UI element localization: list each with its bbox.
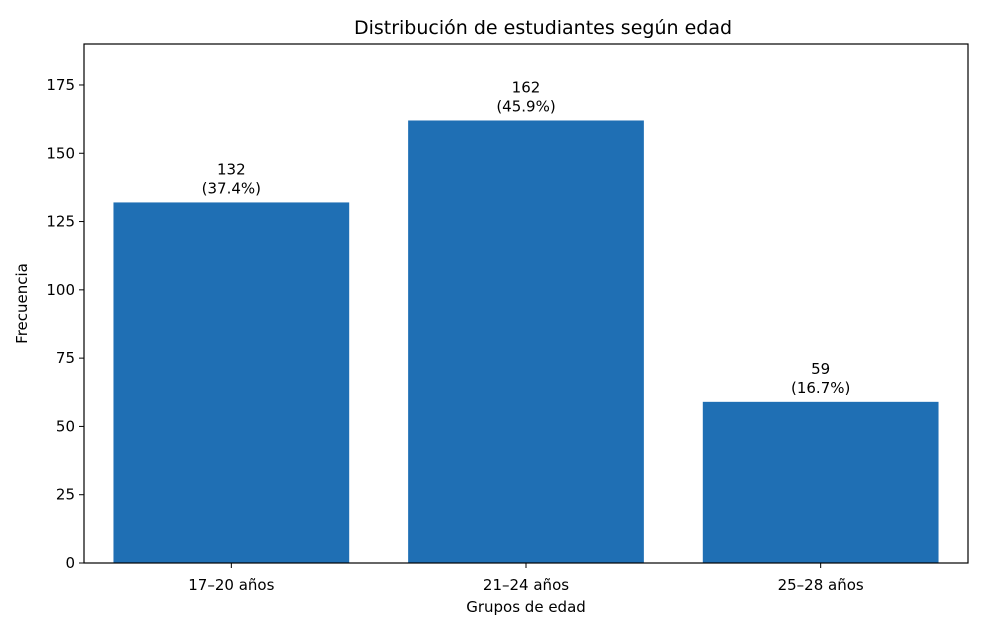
x-axis-label: Grupos de edad [466,598,586,616]
y-tick-label: 50 [56,417,75,435]
x-tick-label: 25–28 años [778,576,864,594]
bar-percent-label: (37.4%) [202,179,261,197]
y-axis-label: Frecuencia [13,263,31,344]
x-tick-label: 17–20 años [188,576,274,594]
y-tick-label: 25 [56,486,75,504]
bar-value-label: 59 [811,360,830,378]
y-tick-label: 75 [56,349,75,367]
y-tick-label: 100 [46,281,75,299]
bar-value-label: 132 [217,160,246,178]
bar-value-label: 162 [512,78,541,96]
bar-3 [702,401,939,563]
x-axis: 17–20 años 21–24 años 25–28 años [188,563,864,594]
y-tick-label: 175 [46,76,75,94]
bar-1 [113,202,350,563]
plot-frame [83,43,969,564]
bar-percent-label: (45.9%) [496,97,555,115]
y-tick-label: 125 [46,213,75,231]
y-tick-label: 150 [46,144,75,162]
y-tick-label: 0 [65,554,75,572]
bars-layer [113,120,939,564]
y-axis: 0 25 50 75 100 125 150 175 [46,76,84,572]
bar-2 [408,120,644,564]
bar-percent-label: (16.7%) [791,379,850,397]
chart-title: Distribución de estudiantes según edad [354,17,732,39]
x-tick-label: 21–24 años [483,576,569,594]
data-labels-layer: 132(37.4%) 162(45.9%) 59(16.7%) [202,78,851,396]
